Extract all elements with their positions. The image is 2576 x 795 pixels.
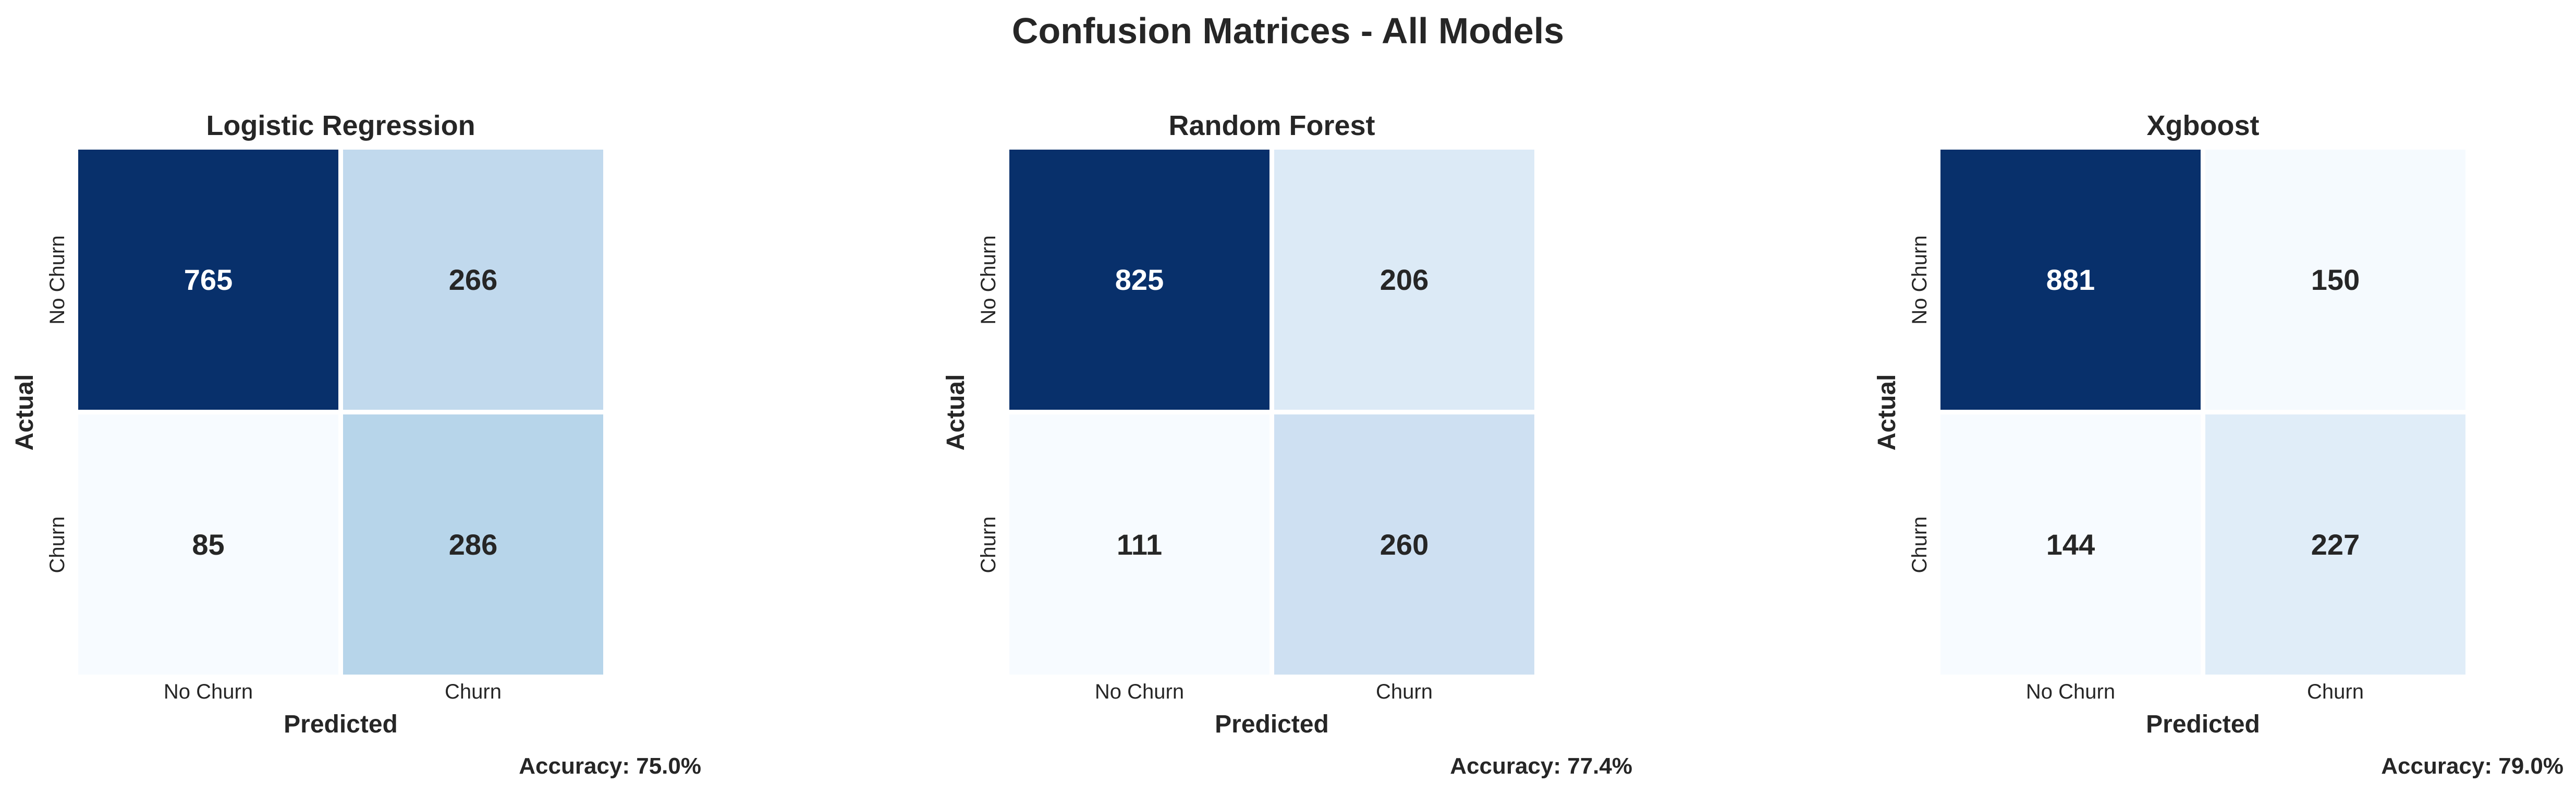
x-tick-label: No Churn <box>2025 680 2116 703</box>
y-axis-label: Actual <box>942 374 970 450</box>
y-tick-label: Churn <box>46 516 69 573</box>
cell-value-label: 286 <box>448 528 498 561</box>
y-tick-label: No Churn <box>1908 235 1931 325</box>
figure-title: Confusion Matrices - All Models <box>1011 10 1565 51</box>
x-tick-label: Churn <box>2307 680 2364 703</box>
confusion-matrix-panel: Logistic Regression 765 266 85 286 No Churn Ch… <box>0 0 701 779</box>
heatmap-cell <box>1940 414 2201 675</box>
heatmap-cell <box>2205 414 2465 675</box>
y-tick-label: No Churn <box>46 235 69 325</box>
y-axis-label: Actual <box>11 374 39 450</box>
chart-title: Xgboost <box>2146 110 2260 141</box>
cell-value-label: 111 <box>1116 528 1163 561</box>
heatmap-grid: 765 266 85 286 <box>78 150 603 675</box>
heatmap-cell <box>1009 414 1269 675</box>
accuracy-label: Accuracy: 77.4% <box>1450 753 1632 779</box>
cell-value-label: 144 <box>2046 528 2095 561</box>
cell-value-label: 881 <box>2046 263 2095 296</box>
confusion-matrix-panel: Xgboost 881 150 144 227 No Churn Churn No Churn… <box>0 0 2563 779</box>
x-axis-label: Predicted <box>284 711 398 738</box>
y-tick-label: Churn <box>1908 516 1931 573</box>
cell-value-label: 150 <box>2311 263 2360 296</box>
x-tick-label: No Churn <box>163 680 253 703</box>
heatmap-grid: 825 206 111 260 <box>1009 150 1534 675</box>
y-axis-label: Actual <box>1873 374 1901 450</box>
heatmap-cell <box>1274 150 1534 410</box>
x-axis-label: Predicted <box>2146 711 2260 738</box>
cell-value-label: 227 <box>2311 528 2360 561</box>
heatmap-cell <box>343 414 603 675</box>
cell-value-label: 85 <box>192 528 225 561</box>
y-tick-label: Churn <box>977 516 1000 573</box>
cell-value-label: 765 <box>184 263 233 296</box>
heatmap-cell <box>343 150 603 410</box>
heatmap-grid: 881 150 144 227 <box>1940 150 2465 675</box>
x-tick-label: Churn <box>1376 680 1433 703</box>
chart-title: Logistic Regression <box>206 110 475 141</box>
y-tick-label: No Churn <box>977 235 1000 325</box>
cell-value-label: 260 <box>1379 528 1429 561</box>
heatmap-cell <box>78 150 338 410</box>
accuracy-label: Accuracy: 79.0% <box>2381 753 2563 779</box>
chart-title: Random Forest <box>1168 110 1375 141</box>
cell-value-label: 206 <box>1379 263 1429 296</box>
heatmap-cell <box>1274 414 1534 675</box>
heatmap-cell <box>1009 150 1269 410</box>
heatmap-cell <box>1940 150 2201 410</box>
accuracy-label: Accuracy: 75.0% <box>519 753 701 779</box>
cell-value-label: 266 <box>448 263 498 296</box>
cell-value-label: 825 <box>1115 263 1164 296</box>
x-tick-label: Churn <box>445 680 502 703</box>
x-axis-label: Predicted <box>1215 711 1329 738</box>
heatmap-cell <box>2205 150 2465 410</box>
heatmap-cell <box>78 414 338 675</box>
x-tick-label: No Churn <box>1094 680 1185 703</box>
confusion-matrix-panel: Random Forest 825 206 111 260 No Churn Churn No… <box>0 0 1632 779</box>
